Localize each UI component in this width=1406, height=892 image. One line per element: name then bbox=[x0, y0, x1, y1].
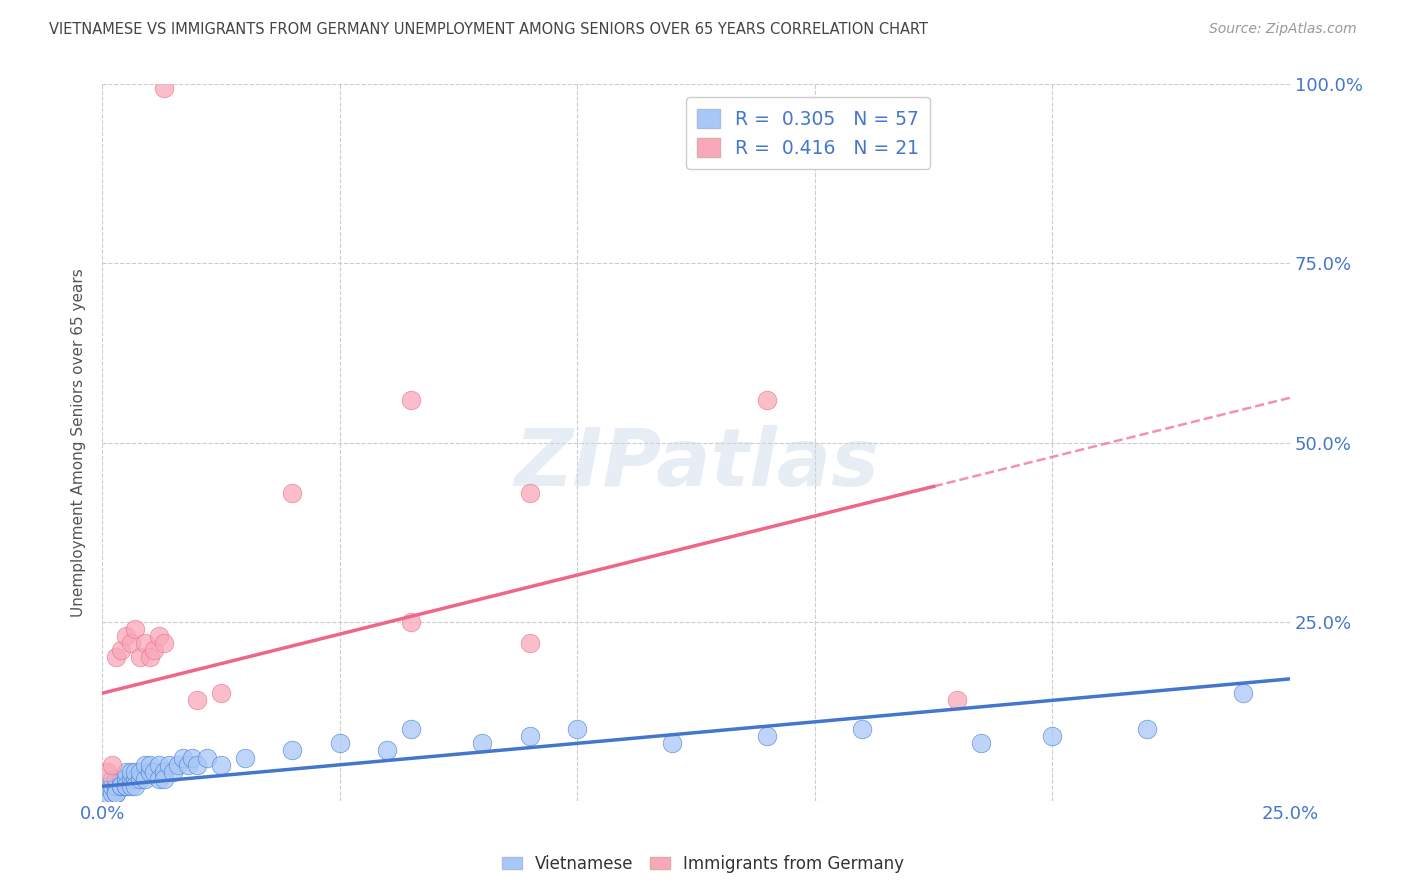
Point bbox=[153, 636, 176, 650]
Point bbox=[134, 636, 156, 650]
Point bbox=[143, 643, 166, 657]
Point bbox=[120, 772, 142, 786]
Point bbox=[138, 764, 160, 779]
Point bbox=[186, 693, 208, 707]
Point bbox=[124, 764, 146, 779]
Point bbox=[143, 764, 166, 779]
Point bbox=[120, 764, 142, 779]
Point bbox=[281, 743, 304, 757]
Point bbox=[134, 757, 156, 772]
Point bbox=[195, 750, 218, 764]
Point bbox=[471, 736, 494, 750]
Point bbox=[970, 736, 993, 750]
Point bbox=[110, 772, 132, 786]
Point bbox=[105, 650, 128, 665]
Point bbox=[756, 729, 779, 743]
Point bbox=[129, 650, 152, 665]
Text: Source: ZipAtlas.com: Source: ZipAtlas.com bbox=[1209, 22, 1357, 37]
Point bbox=[209, 757, 232, 772]
Point bbox=[100, 772, 122, 786]
Point bbox=[96, 787, 118, 801]
Point bbox=[110, 643, 132, 657]
Point bbox=[399, 392, 422, 407]
Point bbox=[148, 629, 170, 643]
Point bbox=[399, 722, 422, 736]
Point bbox=[167, 757, 190, 772]
Point bbox=[120, 636, 142, 650]
Point bbox=[851, 722, 873, 736]
Point bbox=[134, 772, 156, 786]
Point bbox=[105, 772, 128, 786]
Point bbox=[124, 622, 146, 636]
Point bbox=[115, 779, 138, 793]
Point bbox=[756, 392, 779, 407]
Point bbox=[105, 787, 128, 801]
Point bbox=[519, 636, 541, 650]
Point bbox=[129, 772, 152, 786]
Point bbox=[100, 779, 122, 793]
Point bbox=[115, 764, 138, 779]
Point bbox=[105, 779, 128, 793]
Point bbox=[124, 772, 146, 786]
Point bbox=[399, 615, 422, 629]
Point bbox=[124, 779, 146, 793]
Point bbox=[1232, 686, 1254, 700]
Point bbox=[946, 693, 969, 707]
Legend: R =  0.305   N = 57, R =  0.416   N = 21: R = 0.305 N = 57, R = 0.416 N = 21 bbox=[686, 97, 931, 169]
Point bbox=[329, 736, 352, 750]
Point bbox=[157, 757, 180, 772]
Point bbox=[519, 729, 541, 743]
Point bbox=[96, 764, 118, 779]
Point bbox=[153, 764, 176, 779]
Point bbox=[1136, 722, 1159, 736]
Point bbox=[96, 779, 118, 793]
Point bbox=[153, 81, 176, 95]
Y-axis label: Unemployment Among Seniors over 65 years: Unemployment Among Seniors over 65 years bbox=[72, 268, 86, 617]
Point bbox=[105, 787, 128, 801]
Point bbox=[162, 764, 184, 779]
Point bbox=[115, 629, 138, 643]
Point bbox=[115, 772, 138, 786]
Point bbox=[138, 757, 160, 772]
Point bbox=[148, 757, 170, 772]
Point bbox=[186, 757, 208, 772]
Point bbox=[148, 772, 170, 786]
Text: ZIPatlas: ZIPatlas bbox=[513, 425, 879, 503]
Point bbox=[1042, 729, 1064, 743]
Point bbox=[567, 722, 589, 736]
Point bbox=[172, 750, 194, 764]
Point bbox=[661, 736, 683, 750]
Point bbox=[375, 743, 398, 757]
Point bbox=[177, 757, 200, 772]
Point bbox=[519, 485, 541, 500]
Point bbox=[129, 764, 152, 779]
Point bbox=[120, 779, 142, 793]
Point bbox=[281, 485, 304, 500]
Point bbox=[181, 750, 204, 764]
Point bbox=[110, 779, 132, 793]
Point bbox=[153, 772, 176, 786]
Point bbox=[110, 779, 132, 793]
Legend: Vietnamese, Immigrants from Germany: Vietnamese, Immigrants from Germany bbox=[495, 848, 911, 880]
Text: VIETNAMESE VS IMMIGRANTS FROM GERMANY UNEMPLOYMENT AMONG SENIORS OVER 65 YEARS C: VIETNAMESE VS IMMIGRANTS FROM GERMANY UN… bbox=[49, 22, 928, 37]
Point bbox=[115, 779, 138, 793]
Point bbox=[138, 650, 160, 665]
Point bbox=[233, 750, 256, 764]
Point bbox=[100, 787, 122, 801]
Point bbox=[209, 686, 232, 700]
Point bbox=[100, 757, 122, 772]
